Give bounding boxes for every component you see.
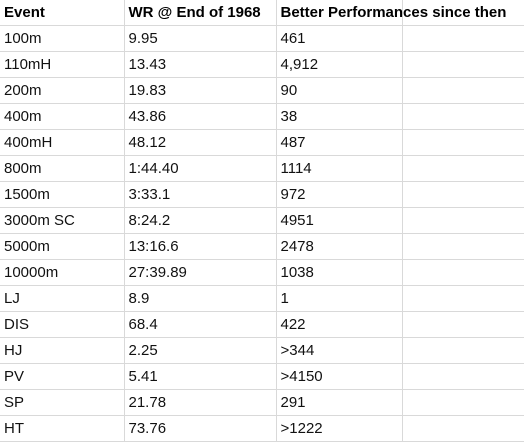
empty-cell[interactable] bbox=[401, 363, 524, 390]
event-cell[interactable]: 800m bbox=[0, 155, 125, 182]
event-cell[interactable]: LJ bbox=[0, 285, 125, 312]
header-better-performances[interactable]: Better Performances since then bbox=[275, 0, 506, 26]
wr-cell[interactable]: 9.95 bbox=[123, 25, 277, 52]
wr-cell[interactable]: 21.78 bbox=[123, 389, 277, 416]
header-row: Event WR @ End of 1968 Better Performanc… bbox=[0, 0, 524, 26]
table-row: 800m 1:44.40 1114 bbox=[0, 155, 524, 182]
table-row: 200m 19.83 90 bbox=[0, 77, 524, 104]
wr-cell[interactable]: 8.9 bbox=[123, 285, 277, 312]
table-row: DIS 68.4 422 bbox=[0, 311, 524, 338]
better-cell[interactable]: 487 bbox=[275, 129, 403, 156]
wr-cell[interactable]: 27:39.89 bbox=[123, 259, 277, 286]
table-row: HT 73.76 >1222 bbox=[0, 415, 524, 442]
event-cell[interactable]: 400mH bbox=[0, 129, 125, 156]
empty-cell[interactable] bbox=[401, 129, 524, 156]
table-row: HJ 2.25 >344 bbox=[0, 337, 524, 364]
wr-cell[interactable]: 68.4 bbox=[123, 311, 277, 338]
wr-cell[interactable]: 5.41 bbox=[123, 363, 277, 390]
wr-cell[interactable]: 13.43 bbox=[123, 51, 277, 78]
wr-cell[interactable]: 73.76 bbox=[123, 415, 277, 442]
empty-cell[interactable] bbox=[401, 415, 524, 442]
better-cell[interactable]: >344 bbox=[275, 337, 403, 364]
empty-cell[interactable] bbox=[401, 285, 524, 312]
table-row: 5000m 13:16.6 2478 bbox=[0, 233, 524, 260]
empty-cell[interactable] bbox=[401, 103, 524, 130]
event-cell[interactable]: 200m bbox=[0, 77, 125, 104]
event-cell[interactable]: DIS bbox=[0, 311, 125, 338]
empty-cell[interactable] bbox=[401, 155, 524, 182]
table-row: 10000m 27:39.89 1038 bbox=[0, 259, 524, 286]
empty-cell[interactable] bbox=[401, 337, 524, 364]
empty-cell[interactable] bbox=[401, 25, 524, 52]
event-cell[interactable]: 400m bbox=[0, 103, 125, 130]
wr-cell[interactable]: 2.25 bbox=[123, 337, 277, 364]
wr-cell[interactable]: 13:16.6 bbox=[123, 233, 277, 260]
table-row: SP 21.78 291 bbox=[0, 389, 524, 416]
better-cell[interactable]: 1114 bbox=[275, 155, 403, 182]
empty-cell[interactable] bbox=[401, 311, 524, 338]
table-row: PV 5.41 >4150 bbox=[0, 363, 524, 390]
table-body: 100m 9.95 461 110mH 13.43 4,912 200m 19.83 90 400… bbox=[0, 25, 524, 442]
wr-cell[interactable]: 48.12 bbox=[123, 129, 277, 156]
better-cell[interactable]: 291 bbox=[275, 389, 403, 416]
table-row: 400m 43.86 38 bbox=[0, 103, 524, 130]
table-row: 1500m 3:33.1 972 bbox=[0, 181, 524, 208]
event-cell[interactable]: 1500m bbox=[0, 181, 125, 208]
event-cell[interactable]: 10000m bbox=[0, 259, 125, 286]
wr-cell[interactable]: 3:33.1 bbox=[123, 181, 277, 208]
event-cell[interactable]: 110mH bbox=[0, 51, 125, 78]
table-row: LJ 8.9 1 bbox=[0, 285, 524, 312]
event-cell[interactable]: HT bbox=[0, 415, 125, 442]
event-cell[interactable]: HJ bbox=[0, 337, 125, 364]
better-cell[interactable]: 2478 bbox=[275, 233, 403, 260]
event-cell[interactable]: 5000m bbox=[0, 233, 125, 260]
wr-cell[interactable]: 19.83 bbox=[123, 77, 277, 104]
better-cell[interactable]: >4150 bbox=[275, 363, 403, 390]
better-cell[interactable]: 461 bbox=[275, 25, 403, 52]
wr-cell[interactable]: 43.86 bbox=[123, 103, 277, 130]
wr-cell[interactable]: 1:44.40 bbox=[123, 155, 277, 182]
better-cell[interactable]: 4,912 bbox=[275, 51, 403, 78]
better-cell[interactable]: 38 bbox=[275, 103, 403, 130]
wr-cell[interactable]: 8:24.2 bbox=[123, 207, 277, 234]
event-cell[interactable]: 100m bbox=[0, 25, 125, 52]
empty-cell[interactable] bbox=[401, 207, 524, 234]
empty-cell[interactable] bbox=[401, 51, 524, 78]
header-event[interactable]: Event bbox=[0, 0, 125, 26]
table-row: 400mH 48.12 487 bbox=[0, 129, 524, 156]
empty-cell[interactable] bbox=[401, 233, 524, 260]
event-cell[interactable]: PV bbox=[0, 363, 125, 390]
event-cell[interactable]: 3000m SC bbox=[0, 207, 125, 234]
better-cell[interactable]: >1222 bbox=[275, 415, 403, 442]
empty-cell[interactable] bbox=[401, 77, 524, 104]
empty-cell[interactable] bbox=[401, 181, 524, 208]
better-cell[interactable]: 1 bbox=[275, 285, 403, 312]
better-cell[interactable]: 4951 bbox=[275, 207, 403, 234]
header-wr-1968[interactable]: WR @ End of 1968 bbox=[123, 0, 277, 26]
empty-cell[interactable] bbox=[401, 389, 524, 416]
better-cell[interactable]: 972 bbox=[275, 181, 403, 208]
better-cell[interactable]: 90 bbox=[275, 77, 403, 104]
better-cell[interactable]: 422 bbox=[275, 311, 403, 338]
empty-cell[interactable] bbox=[401, 259, 524, 286]
event-cell[interactable]: SP bbox=[0, 389, 125, 416]
table-row: 3000m SC 8:24.2 4951 bbox=[0, 207, 524, 234]
table-row: 100m 9.95 461 bbox=[0, 25, 524, 52]
table-row: 110mH 13.43 4,912 bbox=[0, 51, 524, 78]
better-cell[interactable]: 1038 bbox=[275, 259, 403, 286]
